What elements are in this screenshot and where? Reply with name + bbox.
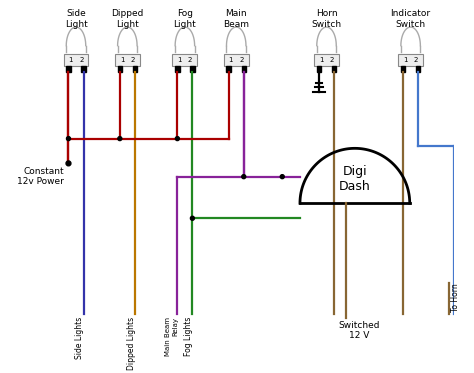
Text: Dipped: Dipped — [111, 9, 144, 18]
Text: Horn: Horn — [316, 9, 337, 18]
Bar — [175, 66, 180, 72]
Text: Fog Lights: Fog Lights — [184, 317, 193, 356]
Circle shape — [118, 137, 122, 141]
Text: 1: 1 — [177, 57, 182, 63]
Text: 2: 2 — [79, 57, 83, 63]
Circle shape — [191, 216, 194, 220]
Circle shape — [66, 161, 71, 166]
FancyBboxPatch shape — [224, 54, 249, 66]
Bar — [133, 66, 137, 72]
Bar — [332, 66, 336, 72]
Text: Switch: Switch — [311, 20, 342, 29]
Text: Light: Light — [64, 20, 87, 29]
Text: 2: 2 — [130, 57, 135, 63]
Bar — [82, 66, 86, 72]
Text: To Horn: To Horn — [451, 283, 460, 312]
Text: 2: 2 — [329, 57, 334, 63]
Text: 2: 2 — [414, 57, 418, 63]
Text: 2: 2 — [188, 57, 192, 63]
FancyBboxPatch shape — [64, 54, 88, 66]
Text: 1: 1 — [403, 57, 408, 63]
Text: Indicator: Indicator — [391, 9, 431, 18]
Bar — [401, 66, 405, 72]
Circle shape — [280, 175, 284, 179]
Text: 1: 1 — [68, 57, 73, 63]
Text: 1: 1 — [228, 57, 233, 63]
Bar — [190, 66, 195, 72]
Text: Switch: Switch — [396, 20, 426, 29]
Text: 1: 1 — [120, 57, 124, 63]
Text: Beam: Beam — [223, 20, 249, 29]
Text: 1: 1 — [319, 57, 323, 63]
Bar — [227, 66, 231, 72]
Text: Dipped Lights: Dipped Lights — [127, 317, 136, 370]
Text: Main: Main — [226, 9, 247, 18]
FancyBboxPatch shape — [115, 54, 140, 66]
Circle shape — [242, 175, 246, 179]
Bar — [416, 66, 420, 72]
Bar — [66, 66, 71, 72]
Bar — [118, 66, 122, 72]
Text: Light: Light — [173, 20, 196, 29]
Text: Side Lights: Side Lights — [75, 317, 84, 359]
Text: Digi
Dash: Digi Dash — [339, 164, 371, 192]
Text: Constant
12v Power: Constant 12v Power — [17, 167, 64, 186]
Bar — [317, 66, 321, 72]
FancyBboxPatch shape — [398, 54, 423, 66]
FancyBboxPatch shape — [173, 54, 197, 66]
Text: Switched
12 V: Switched 12 V — [338, 321, 380, 340]
Text: Main Beam
Relay: Main Beam Relay — [165, 317, 178, 355]
Text: Light: Light — [116, 20, 139, 29]
Text: 2: 2 — [239, 57, 244, 63]
Text: Side: Side — [66, 9, 86, 18]
Circle shape — [66, 137, 71, 141]
FancyBboxPatch shape — [314, 54, 339, 66]
Circle shape — [175, 137, 179, 141]
Bar — [242, 66, 246, 72]
Text: Fog: Fog — [177, 9, 193, 18]
